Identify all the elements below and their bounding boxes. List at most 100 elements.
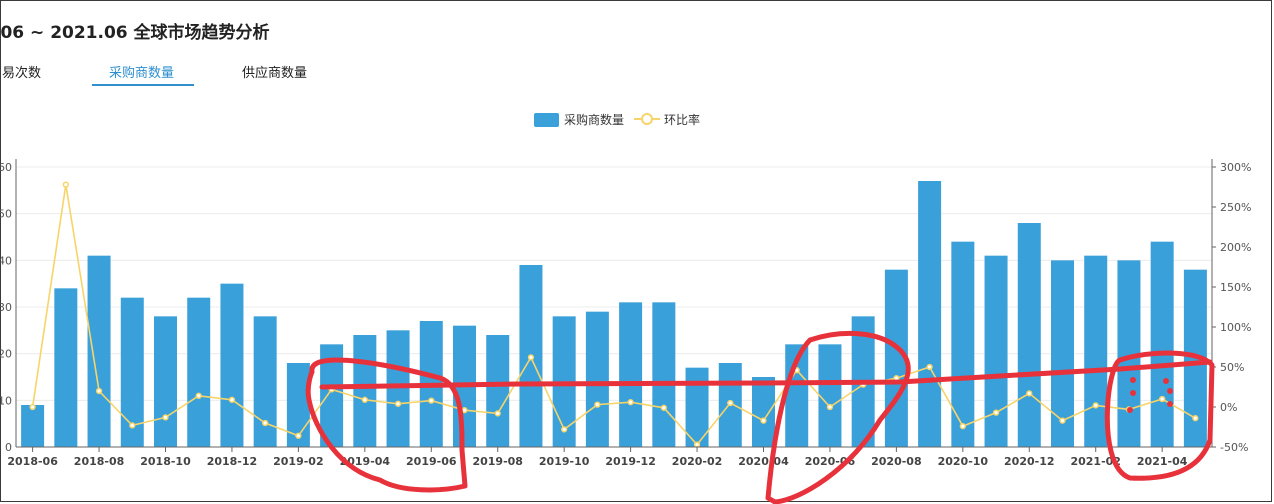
grid-lines — [16, 166, 1212, 401]
x-tick-label: 2020-12 — [1004, 455, 1055, 468]
line-point — [494, 410, 501, 417]
y-left-tick-label: 30 — [0, 301, 12, 314]
legend-label-mom[interactable]: 环比率 — [664, 112, 700, 127]
tab-supplier-count[interactable]: 供应商数量 — [242, 66, 308, 81]
tab-bar: 易次数 采购商数量 供应商数量 — [0, 58, 400, 88]
line-point — [594, 401, 601, 408]
bar — [619, 302, 643, 447]
bar — [187, 297, 211, 447]
line-point — [527, 354, 535, 361]
line-point — [62, 181, 69, 188]
annotation-dot — [1130, 390, 1136, 396]
legend-label-buyers[interactable]: 采购商数量 — [564, 112, 624, 127]
line-point — [693, 441, 701, 448]
bar — [984, 255, 1008, 447]
bar — [918, 181, 942, 447]
x-tick-label: 2019-10 — [539, 455, 590, 468]
bar — [87, 255, 111, 447]
annotation-dots — [1127, 377, 1173, 413]
bar — [951, 241, 975, 447]
y-right-tick-label: -50% — [1220, 441, 1248, 454]
bar — [752, 377, 775, 447]
annotation-loop-2020 — [765, 330, 911, 504]
line-point — [727, 399, 734, 407]
bar — [1084, 255, 1108, 447]
bar — [652, 302, 676, 447]
x-tick-label: 2021-02 — [1070, 455, 1121, 468]
line-point — [1159, 395, 1166, 403]
hand-drawn-annotations — [305, 330, 1215, 504]
annotation-dot — [1130, 377, 1136, 383]
bar — [21, 405, 45, 447]
y-left-tick-label: 60 — [0, 161, 12, 174]
line-point — [959, 423, 966, 430]
y-right-tick-label: 250% — [1220, 201, 1251, 214]
y-left-tick-label: 10 — [0, 394, 12, 407]
axes: 0 10 20 30 40 50 60 -50% 0% 50% 100% 150% 200% 250% 30… — [0, 159, 1251, 468]
active-tab-underline — [92, 84, 194, 86]
tab-buyer-count[interactable]: 采购商数量 — [109, 66, 175, 81]
line-point — [195, 392, 202, 399]
line-point — [361, 396, 368, 403]
y-right-tick-label: 50% — [1220, 361, 1244, 374]
x-tick-label: 2019-06 — [406, 455, 457, 468]
x-tick-label: 2018-10 — [140, 455, 191, 468]
y-right-tick-label: 300% — [1220, 161, 1251, 174]
bar — [286, 363, 310, 447]
line-point — [162, 414, 169, 421]
tab-transaction-count[interactable]: 易次数 — [2, 66, 42, 81]
line-point — [262, 419, 269, 427]
line-point — [627, 399, 634, 406]
bar — [585, 311, 609, 447]
line-point — [760, 417, 767, 424]
legend-line-marker — [641, 113, 653, 125]
x-tick-label: 2018-12 — [207, 455, 258, 468]
legend-bar-swatch — [534, 113, 559, 127]
x-tick-label: 2018-06 — [7, 455, 58, 468]
line-point — [826, 403, 834, 411]
line-point — [428, 397, 435, 404]
bar — [120, 297, 144, 447]
line-point — [1092, 402, 1099, 409]
bar — [353, 335, 377, 447]
bar-series — [21, 181, 1207, 447]
x-tick-label: 2019-12 — [605, 455, 656, 468]
bar — [486, 335, 510, 447]
y-left-tick-label: 50 — [0, 208, 12, 221]
annotation-horizontal-stroke — [319, 359, 1213, 390]
line-point — [926, 363, 933, 371]
line-point — [1192, 415, 1199, 422]
page-title: .06 ~ 2021.06 全球市场趋势分析 — [0, 23, 270, 43]
x-tick-label: 2021-04 — [1137, 455, 1188, 468]
x-tick-label: 2020-10 — [938, 455, 989, 468]
bar — [253, 316, 277, 447]
bar — [1017, 223, 1041, 447]
annotation-loop-2021 — [1104, 350, 1215, 481]
line-point — [1026, 390, 1033, 397]
x-tick-label: 2020-04 — [738, 455, 789, 468]
line-point — [29, 403, 36, 411]
mom-line — [31, 184, 1196, 446]
bar — [1051, 260, 1074, 447]
annotation-loop-2019 — [305, 357, 468, 493]
bar — [1117, 260, 1141, 447]
y-left-tick-label: 0 — [5, 441, 12, 454]
bar — [685, 367, 709, 447]
bar — [54, 288, 78, 447]
bar — [818, 344, 842, 447]
line-point — [129, 422, 136, 429]
bar — [1150, 241, 1174, 447]
y-right-tick-label: 150% — [1220, 281, 1251, 294]
bar — [386, 330, 410, 447]
line-point — [561, 426, 568, 433]
annotation-dot — [1167, 388, 1173, 394]
x-tick-label: 2020-08 — [871, 455, 922, 468]
annotation-dot — [1167, 401, 1173, 407]
y-right-tick-label: 200% — [1220, 241, 1251, 254]
line-point — [295, 432, 302, 439]
annotation-dot — [1127, 407, 1133, 413]
x-tick-label: 2018-08 — [74, 455, 125, 468]
annotation-dot — [1163, 378, 1169, 384]
